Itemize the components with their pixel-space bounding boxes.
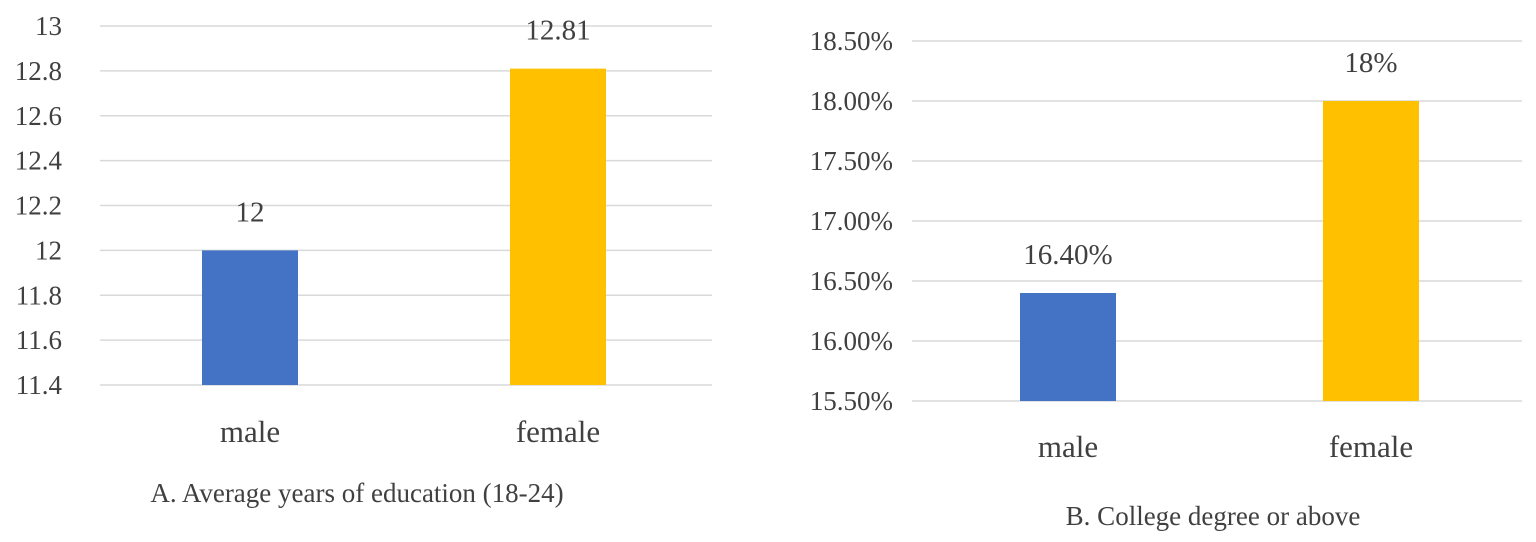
y-tick-label-a-6: 12.6: [15, 101, 62, 131]
chart-average-years-education: 11.4 11.6 11.8 12 12.2 12.4 12.6 12.8 13 12 male 12…: [15, 11, 712, 508]
bar-a-female: [510, 68, 606, 385]
y-tick-label-b-3: 17.00%: [810, 206, 893, 236]
bar-a-male: [202, 250, 298, 385]
bar-b-female: [1323, 101, 1419, 401]
data-label-a-male: 12: [236, 196, 265, 228]
y-tick-label-b-1: 16.00%: [810, 326, 893, 356]
y-tick-label-a-2: 11.8: [16, 280, 62, 310]
category-label-b-male: male: [1038, 429, 1098, 464]
data-label-a-female: 12.81: [525, 15, 590, 47]
y-tick-label-b-0: 15.50%: [810, 386, 893, 416]
data-label-b-female: 18%: [1344, 47, 1397, 79]
y-tick-label-b-5: 18.00%: [810, 86, 893, 116]
y-tick-label-a-4: 12.2: [15, 191, 62, 221]
data-label-b-male: 16.40%: [1023, 239, 1112, 271]
y-tick-label-a-1: 11.6: [16, 325, 62, 355]
y-tick-label-a-3: 12: [35, 235, 62, 265]
category-label-b-female: female: [1329, 429, 1413, 464]
y-tick-label-a-8: 13: [35, 11, 62, 41]
category-label-a-male: male: [220, 414, 280, 449]
chart-college-degree: 15.50% 16.00% 16.50% 17.00% 17.50% 18.00% 18.5…: [810, 26, 1522, 531]
category-label-a-female: female: [516, 414, 600, 449]
y-tick-label-b-6: 18.50%: [810, 26, 893, 56]
y-tick-label-a-7: 12.8: [15, 56, 62, 86]
bar-b-male: [1020, 293, 1116, 401]
y-tick-label-a-0: 11.4: [16, 370, 63, 400]
y-tick-label-a-5: 12.4: [15, 146, 63, 176]
chart-caption-b: B. College degree or above: [1066, 501, 1361, 531]
y-tick-label-b-2: 16.50%: [810, 266, 893, 296]
y-tick-label-b-4: 17.50%: [810, 146, 893, 176]
chart-caption-a: A. Average years of education (18-24): [150, 478, 563, 508]
